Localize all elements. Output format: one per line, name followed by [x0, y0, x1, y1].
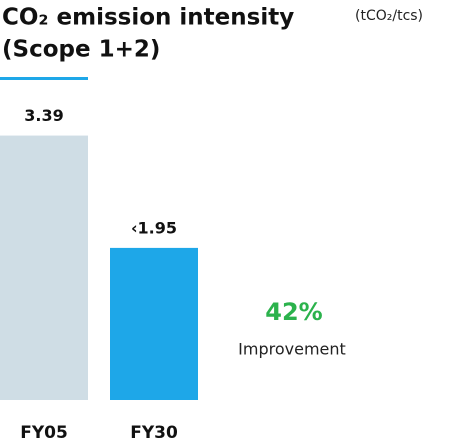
bar [110, 247, 198, 400]
x-tick-label: FY30 [130, 423, 178, 443]
x-tick-label: FY05 [20, 423, 68, 443]
bar [0, 135, 88, 400]
title-underline [0, 77, 88, 80]
value-label: 3.39 [24, 106, 63, 125]
annotation-value: 42% [265, 298, 322, 326]
unit-label: (tCO₂/tcs) [355, 8, 423, 24]
annotation-label: Improvement [238, 340, 346, 359]
chart-title: (Scope 1+2) [2, 37, 160, 63]
chart-title: CO₂ emission intensity [2, 5, 294, 31]
value-label: ‹1.95 [131, 218, 177, 237]
